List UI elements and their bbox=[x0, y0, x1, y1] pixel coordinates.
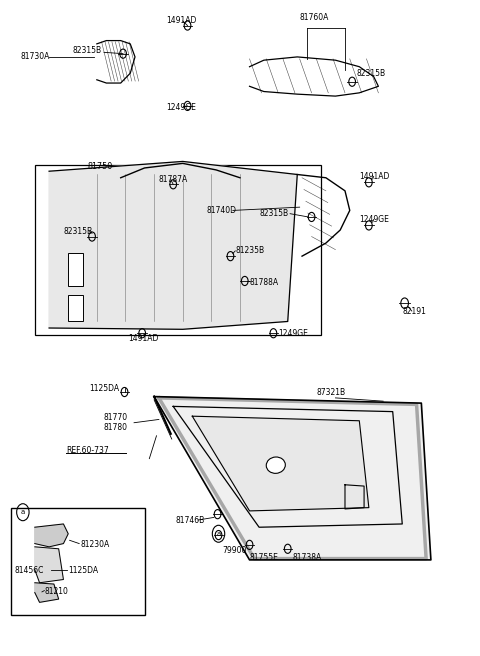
Text: 81788A: 81788A bbox=[250, 277, 279, 287]
Text: 81210: 81210 bbox=[44, 587, 68, 596]
Text: 1249GE: 1249GE bbox=[360, 215, 389, 224]
Text: 1249GE: 1249GE bbox=[278, 329, 308, 338]
Text: 1125DA: 1125DA bbox=[68, 567, 98, 575]
Text: 82315B: 82315B bbox=[357, 69, 386, 78]
Polygon shape bbox=[35, 547, 63, 583]
Bar bbox=[68, 295, 83, 321]
Bar bbox=[35, 165, 321, 335]
Text: 82315B: 82315B bbox=[73, 46, 102, 55]
Text: 81738A: 81738A bbox=[292, 554, 322, 562]
Text: a: a bbox=[21, 509, 25, 515]
Text: 82191: 82191 bbox=[402, 306, 426, 316]
Ellipse shape bbox=[266, 457, 285, 474]
Text: 81750: 81750 bbox=[87, 161, 112, 171]
Text: 79900: 79900 bbox=[222, 546, 246, 554]
Text: 1249GE: 1249GE bbox=[166, 103, 196, 112]
Polygon shape bbox=[35, 583, 59, 602]
Bar bbox=[11, 508, 144, 615]
Polygon shape bbox=[49, 161, 297, 329]
Text: 1491AD: 1491AD bbox=[360, 172, 390, 181]
Text: REF.60-737: REF.60-737 bbox=[66, 446, 108, 455]
Text: 81787A: 81787A bbox=[159, 174, 188, 184]
Text: 81230A: 81230A bbox=[80, 541, 109, 549]
Text: 81780: 81780 bbox=[104, 422, 128, 432]
Polygon shape bbox=[154, 397, 431, 560]
Text: 81770: 81770 bbox=[104, 413, 128, 422]
Text: 1491AD: 1491AD bbox=[128, 334, 158, 343]
Text: 82315B: 82315B bbox=[259, 209, 288, 218]
Text: 81235B: 81235B bbox=[235, 247, 264, 255]
Text: 81740D: 81740D bbox=[206, 206, 237, 215]
Text: 1125DA: 1125DA bbox=[90, 384, 120, 392]
Text: 87321B: 87321B bbox=[316, 388, 346, 396]
Text: 81456C: 81456C bbox=[15, 567, 44, 575]
Bar bbox=[68, 253, 83, 285]
Text: 82315B: 82315B bbox=[63, 227, 93, 236]
Polygon shape bbox=[35, 524, 68, 547]
Text: 81755E: 81755E bbox=[250, 554, 278, 562]
Text: 1491AD: 1491AD bbox=[166, 16, 196, 26]
Text: 81760A: 81760A bbox=[300, 13, 329, 22]
Polygon shape bbox=[192, 416, 369, 511]
Text: 81730A: 81730A bbox=[21, 52, 50, 62]
Text: 81746B: 81746B bbox=[176, 516, 205, 525]
Text: a: a bbox=[216, 531, 221, 537]
